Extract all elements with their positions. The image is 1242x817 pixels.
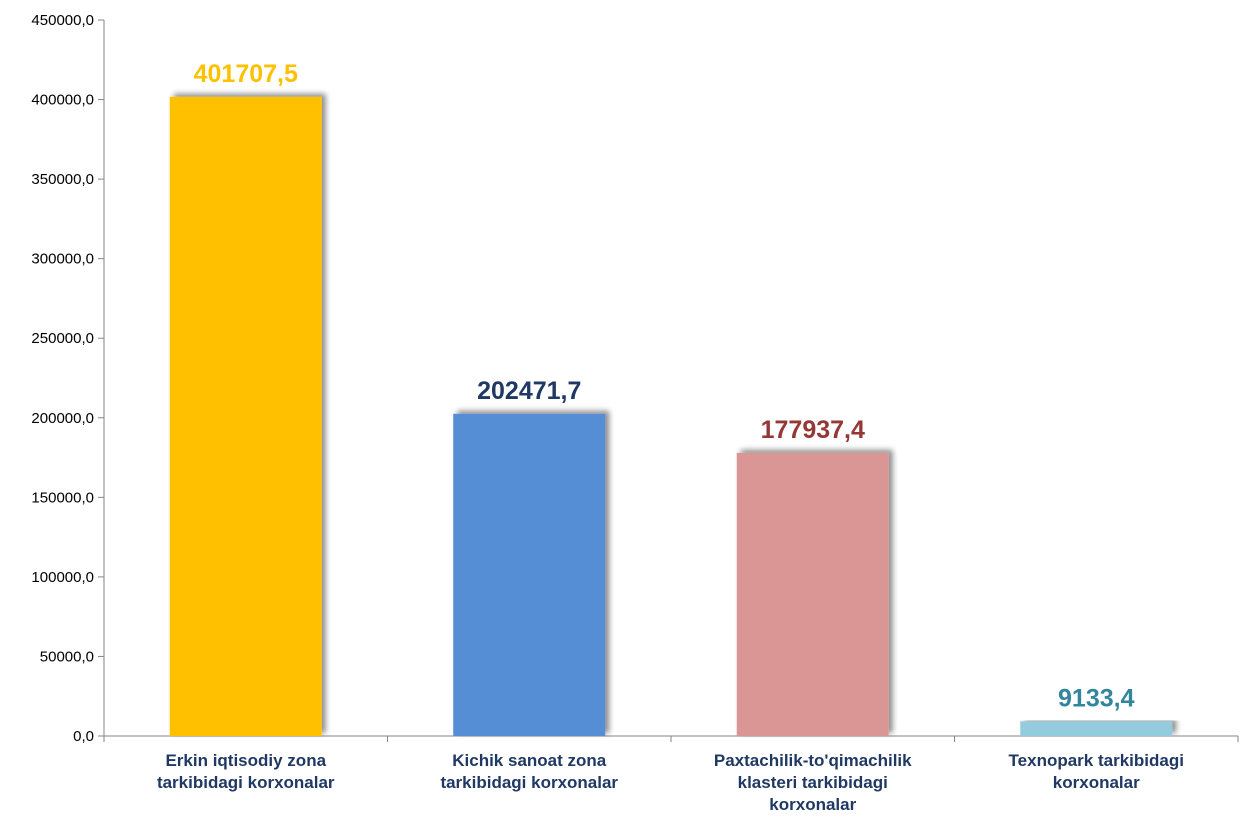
category-label: Erkin iqtisodiy zona tarkibidagi korxonal… [157, 751, 335, 792]
bar-value-label: 202471,7 [477, 377, 581, 405]
bar [169, 96, 322, 736]
bar [453, 413, 606, 736]
y-tick-label: 350000,0 [31, 171, 94, 188]
category-label: Paxtachilik-to'qimachilik klasteri tarkib… [714, 751, 912, 814]
value-labels-group: 401707,5 202471,7 177937,4 9133,4 [194, 60, 1135, 713]
y-tick-label: 250000,0 [31, 330, 94, 347]
bar-value-label: 9133,4 [1058, 684, 1135, 712]
y-axis: 0,0 50000,0 100000,0 150000,0 200000,0 250000… [31, 12, 105, 745]
bar-value-label: 401707,5 [194, 60, 298, 88]
bar [736, 452, 889, 736]
y-tick-label: 300000,0 [31, 251, 94, 268]
y-tick-label: 100000,0 [31, 569, 94, 586]
y-tick-label: 0,0 [73, 728, 94, 745]
category-labels-group: Erkin iqtisodiy zona tarkibidagi korxonal… [157, 751, 1184, 814]
bars-group [169, 96, 1173, 736]
y-tick-label: 200000,0 [31, 410, 94, 427]
category-label: Texnopark tarkibidagi korxonalar [1009, 751, 1184, 792]
y-tick-label: 450000,0 [31, 12, 94, 29]
x-axis [103, 735, 1239, 742]
y-tick-label: 50000,0 [40, 648, 94, 665]
category-label: Kichik sanoat zona tarkibidagi korxonalar [440, 751, 618, 792]
y-tick-label: 150000,0 [31, 489, 94, 506]
y-tick-label: 400000,0 [31, 92, 94, 109]
bar-value-label: 177937,4 [761, 416, 865, 444]
bar [1020, 721, 1173, 736]
